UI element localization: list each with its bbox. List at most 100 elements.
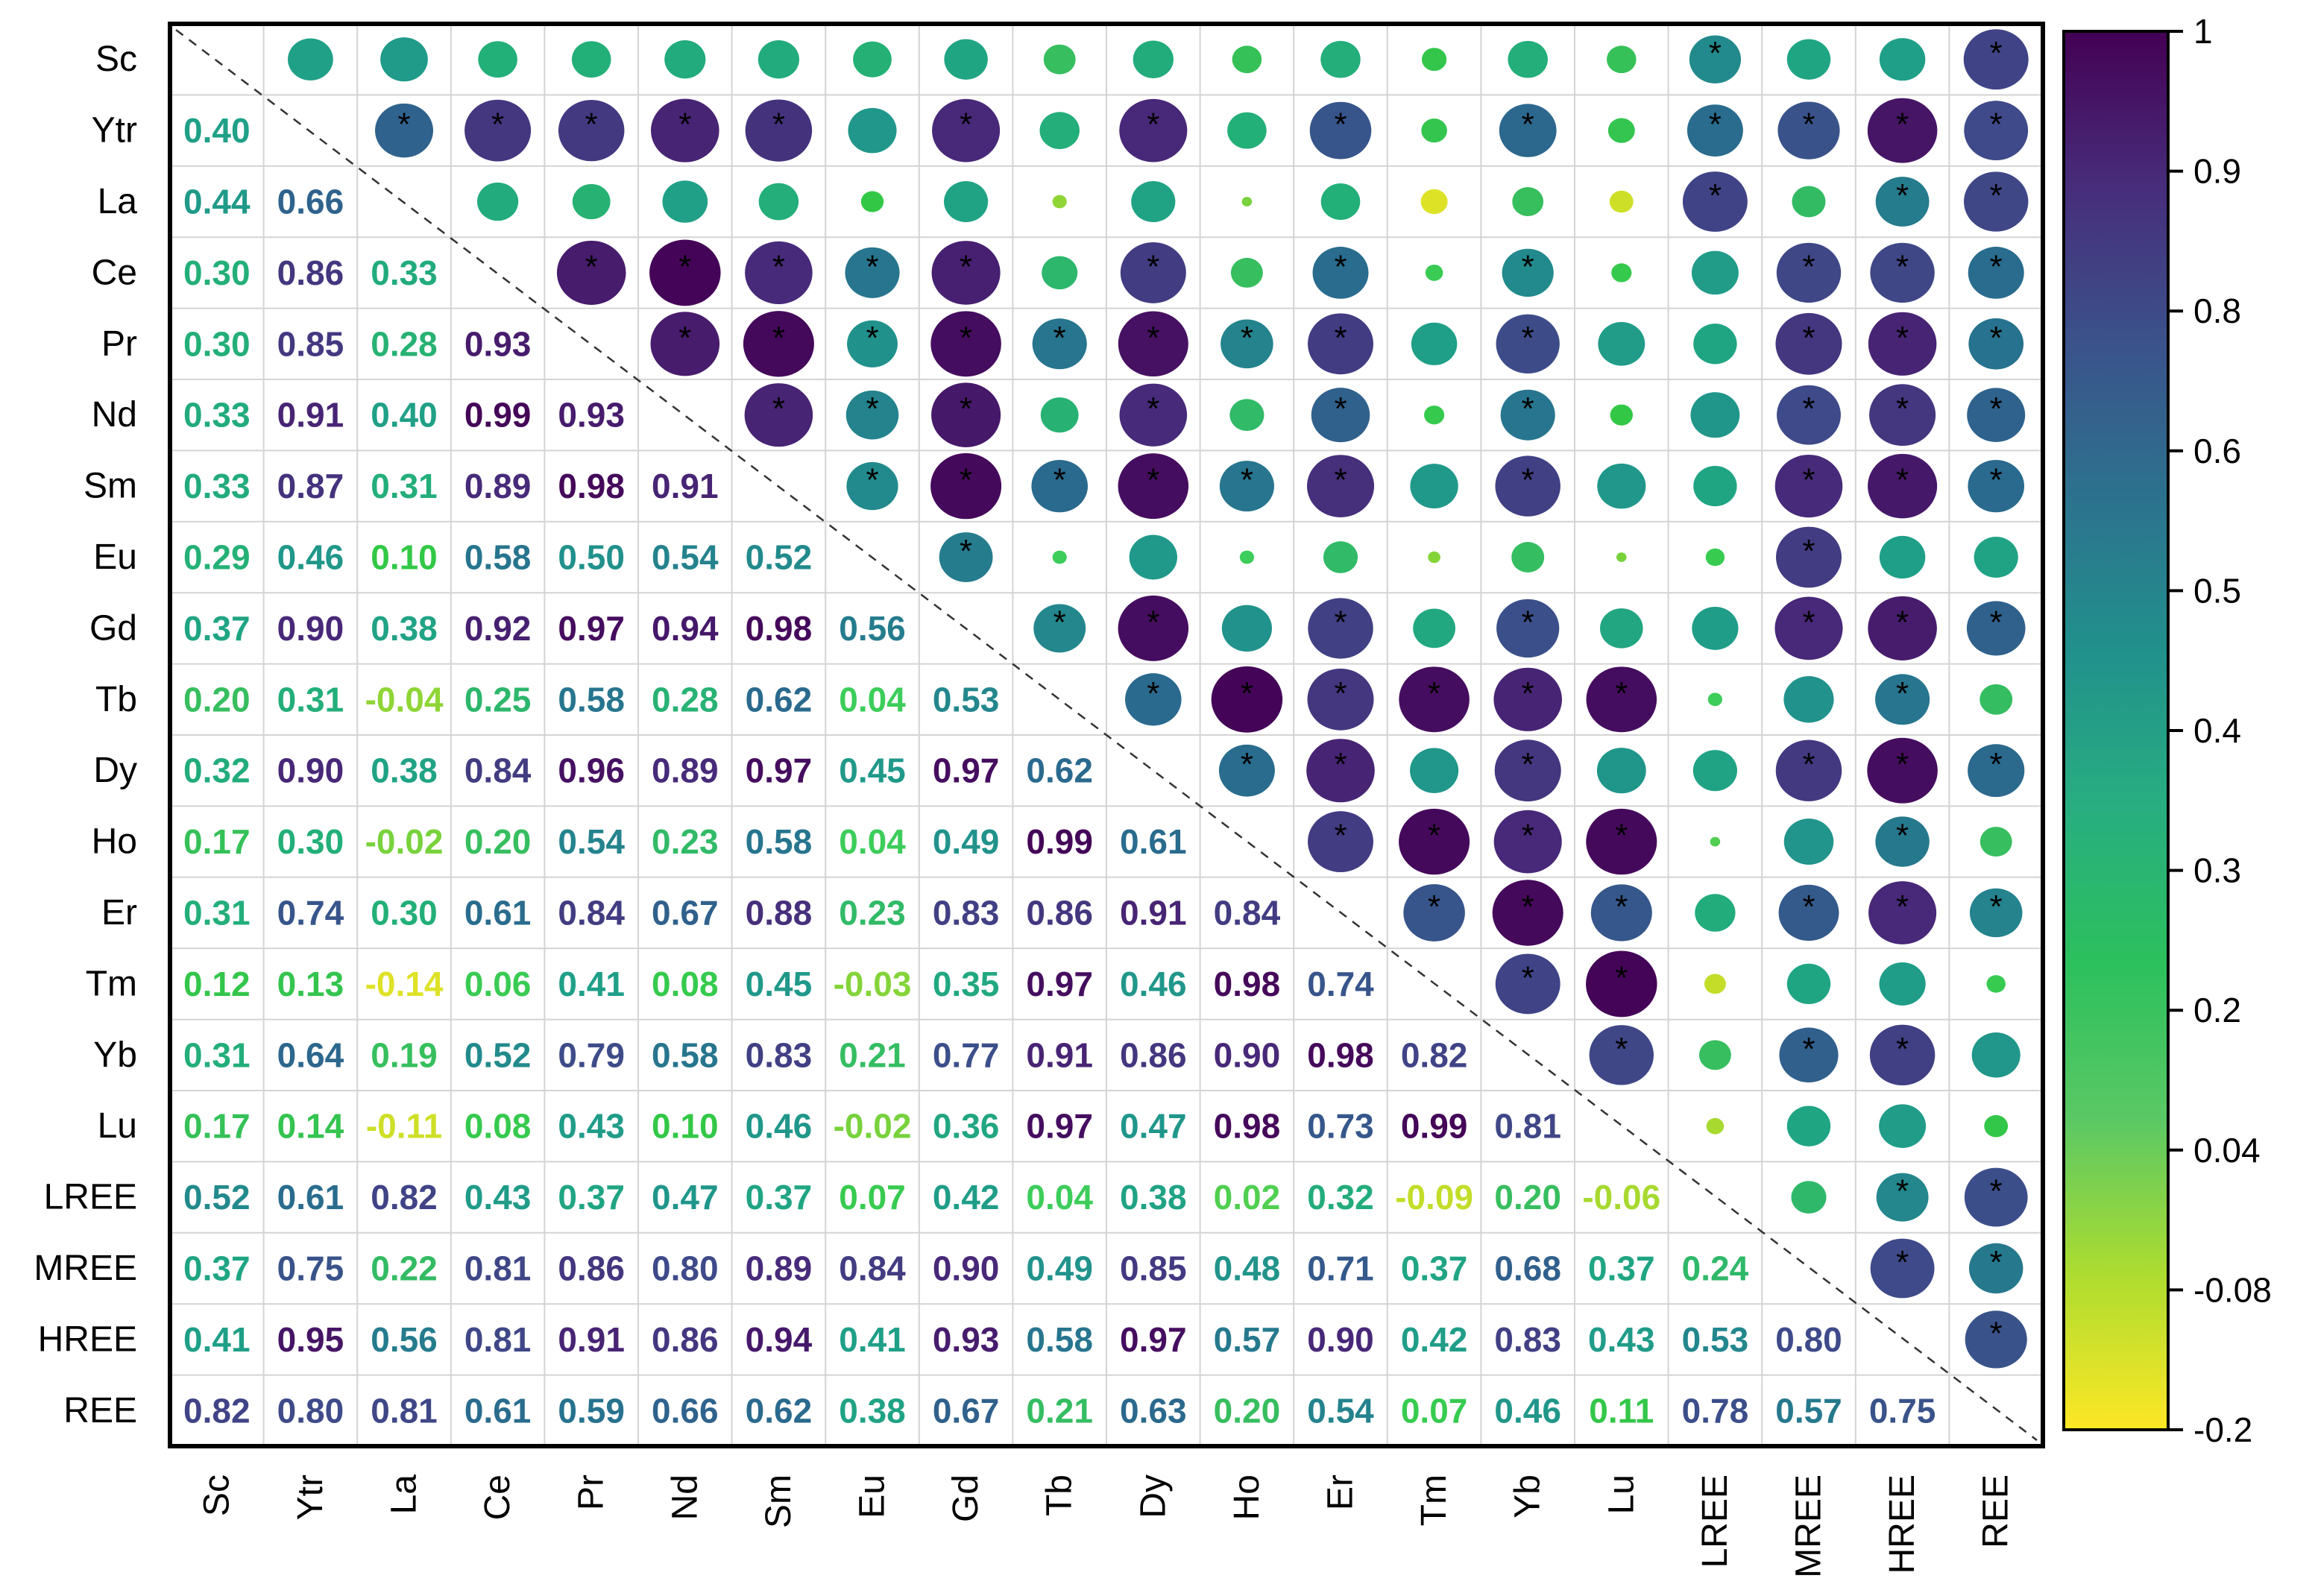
significance-star: * [1802, 320, 1815, 356]
correlation-circle [1118, 453, 1189, 520]
correlation-circle [1980, 827, 2012, 857]
value-label: 0.43 [464, 1178, 532, 1217]
grid-lines [169, 23, 2044, 1447]
significance-star: * [1615, 675, 1628, 712]
value-label: 0.63 [1120, 1391, 1187, 1430]
significance-star: * [678, 320, 691, 356]
value-label: 0.41 [183, 1320, 251, 1359]
value-label: 0.10 [652, 1107, 719, 1146]
significance-star: * [1896, 107, 1909, 143]
value-label: 0.82 [183, 1391, 251, 1430]
correlation-circle [1043, 44, 1076, 75]
value-label: 0.64 [277, 1035, 344, 1074]
column-label: Ytr [291, 1474, 330, 1520]
correlation-circle [1306, 455, 1375, 517]
value-label: 0.10 [371, 538, 438, 577]
significance-star: * [1896, 177, 1909, 214]
value-label: 0.83 [746, 1035, 813, 1074]
significance-star: * [1615, 818, 1628, 854]
value-label: 0.56 [839, 609, 906, 648]
row-label: Ho [92, 822, 137, 862]
correlation-circle [845, 390, 899, 440]
significance-star: * [960, 533, 972, 570]
value-label: 0.74 [1307, 965, 1374, 1003]
significance-star: * [1147, 320, 1159, 356]
value-label: 0.11 [1589, 1391, 1654, 1430]
correlation-circle [1125, 673, 1182, 726]
correlation-circle [1306, 739, 1375, 803]
value-label: 0.97 [1026, 965, 1093, 1003]
correlation-circle [1867, 98, 1938, 163]
significance-star: * [1896, 1244, 1909, 1281]
correlation-circle [1868, 453, 1938, 519]
significance-star: * [1990, 462, 2003, 499]
value-label: 0.90 [277, 751, 344, 790]
correlation-circle [1040, 397, 1079, 433]
correlation-circle [1421, 119, 1447, 143]
significance-star: * [1615, 889, 1628, 925]
diagonal-dashed-line [175, 29, 2038, 1441]
correlation-circle [1777, 385, 1841, 445]
correlation-circle [1586, 808, 1657, 875]
correlation-circle [1786, 963, 1831, 1005]
significance-star: * [1334, 248, 1347, 285]
column-label: Dy [1133, 1474, 1173, 1518]
value-label: 0.66 [652, 1391, 719, 1430]
correlation-circle [853, 41, 892, 78]
correlation-circle [1042, 256, 1078, 290]
value-label: 0.87 [277, 467, 344, 505]
row-label: Yb [93, 1035, 137, 1075]
correlation-circle [1589, 1025, 1654, 1085]
significance-star: * [585, 248, 598, 285]
correlation-circle [1778, 884, 1839, 941]
value-label: 0.37 [1401, 1249, 1468, 1288]
value-label: 0.58 [558, 680, 625, 719]
correlation-circle [1964, 171, 2029, 232]
correlation-circle [1221, 605, 1272, 652]
significance-star: * [1709, 35, 1722, 72]
correlation-circle [1868, 881, 1937, 944]
value-label: 0.77 [933, 1035, 1000, 1074]
value-label: 0.08 [464, 1107, 532, 1146]
correlation-circle [930, 452, 1002, 520]
significance-layer: * * * * * * * * * * * * * * * * * * * * * * * * * * * * * * * * * * * * * * * *… [397, 35, 2002, 1351]
significance-star: * [1054, 462, 1066, 499]
correlation-circle [651, 98, 719, 163]
value-label: 0.92 [464, 609, 532, 648]
correlation-circle [556, 240, 626, 305]
value-label: 0.86 [652, 1320, 719, 1359]
correlation-circle [1032, 318, 1087, 370]
correlation-circle [1968, 1243, 2023, 1294]
value-label: 0.28 [652, 680, 719, 719]
value-label: 0.45 [746, 965, 813, 1003]
value-label: 0.33 [371, 253, 438, 292]
correlation-circle [1118, 595, 1189, 661]
column-label: Ce [478, 1474, 517, 1520]
significance-star: * [1054, 320, 1066, 356]
value-label: 0.93 [558, 396, 625, 435]
correlation-circle [1607, 45, 1637, 74]
significance-star: * [1990, 889, 2003, 925]
value-label: 0.54 [1307, 1391, 1374, 1430]
correlation-circle [1610, 404, 1633, 426]
value-label: 0.61 [464, 1391, 532, 1430]
correlation-circle [1879, 38, 1926, 81]
value-label: 0.62 [1026, 751, 1093, 790]
value-label: 0.17 [183, 822, 251, 861]
significance-star: * [1241, 462, 1253, 499]
correlation-circle [1511, 542, 1545, 573]
correlation-circle [944, 39, 988, 80]
column-label: Sm [759, 1474, 799, 1528]
significance-star: * [1802, 889, 1815, 925]
value-label: 0.40 [183, 111, 251, 150]
significance-star: * [1990, 1173, 2003, 1210]
correlation-circle [1120, 242, 1186, 303]
correlation-circle [1219, 461, 1274, 512]
significance-star: * [1522, 391, 1534, 427]
value-label: 0.82 [371, 1178, 438, 1217]
significance-star: * [1522, 462, 1534, 499]
row-label: MREE [34, 1249, 137, 1288]
significance-star: * [1522, 604, 1534, 640]
value-label: 0.71 [1307, 1249, 1374, 1288]
value-label: 0.90 [277, 609, 344, 648]
